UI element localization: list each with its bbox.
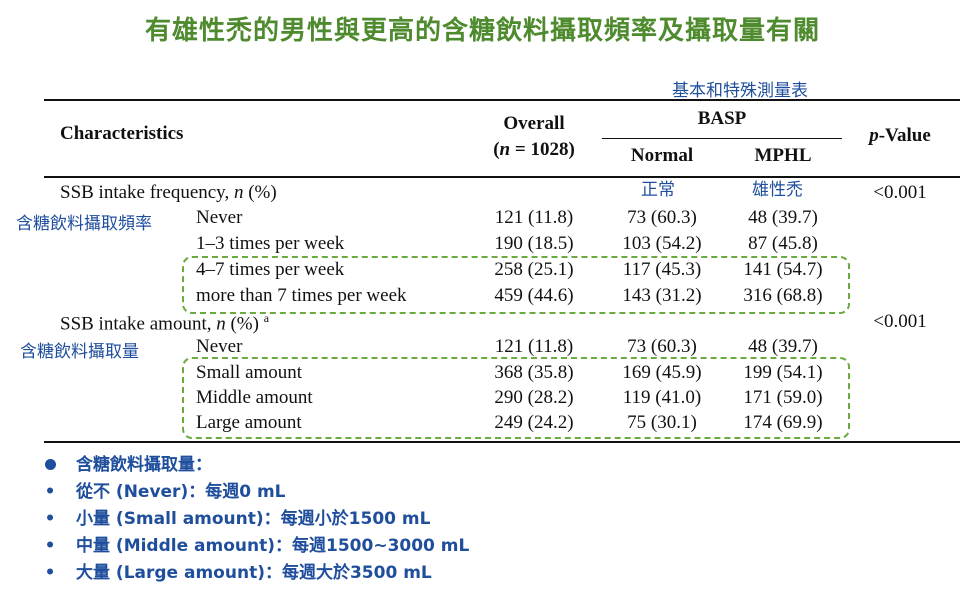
list-item: • 從不 (Never)：每週0 mL (40, 479, 469, 506)
section-frequency-label: SSB intake frequency, n (%) (60, 182, 277, 203)
table-top-rule (44, 99, 960, 101)
row-label: Never (196, 207, 243, 228)
list-item: • 小量 (Small amount)：每週小於1500 mL (40, 506, 469, 533)
table-header-rule (44, 176, 960, 178)
header-overall: Overall (503, 113, 565, 134)
bullet-text: 大量 (Large amount)：每週大於3500 mL (76, 563, 432, 583)
header-pvalue: p-Value (869, 125, 931, 146)
bullet-text: 含糖飲料攝取量： (76, 455, 212, 475)
bullet-small-dot-icon: • (44, 563, 56, 583)
mphl-value: 48 (39.7) (748, 207, 818, 228)
overall-value: 249 (24.2) (494, 412, 574, 433)
row-label: Small amount (196, 362, 303, 383)
row-label: 4–7 times per week (196, 259, 345, 280)
normal-value: 169 (45.9) (622, 362, 702, 383)
normal-value: 143 (31.2) (622, 285, 702, 306)
normal-value: 103 (54.2) (622, 233, 702, 254)
overall-value: 368 (35.8) (494, 362, 574, 383)
page-title: 有雄性禿的男性與更高的含糖飲料攝取頻率及攝取量有關 (144, 16, 820, 46)
frequency-zh-label: 含糖飲料攝取頻率 (16, 214, 152, 234)
normal-value: 73 (60.3) (627, 336, 697, 357)
section-frequency-pvalue: <0.001 (873, 182, 927, 203)
table-caption: 基本和特殊測量表 (672, 81, 808, 101)
mphl-zh-label: 雄性禿 (752, 180, 803, 200)
amount-zh-label: 含糖飲料攝取量 (20, 342, 139, 362)
bullet-dot-icon (40, 452, 60, 479)
overall-value: 258 (25.1) (494, 259, 574, 280)
normal-value: 119 (41.0) (622, 387, 702, 408)
mphl-value: 199 (54.1) (743, 362, 823, 383)
mphl-value: 87 (45.8) (748, 233, 818, 254)
row-label: Large amount (196, 412, 302, 433)
list-item: • 大量 (Large amount)：每週大於3500 mL (40, 560, 469, 587)
normal-value: 75 (30.1) (627, 412, 697, 433)
header-mphl: MPHL (754, 145, 812, 166)
header-characteristics: Characteristics (60, 123, 184, 144)
header-basp: BASP (697, 108, 747, 129)
mphl-value: 174 (69.9) (743, 412, 823, 433)
row-label: 1–3 times per week (196, 233, 345, 254)
header-normal: Normal (630, 145, 694, 166)
mphl-value: 141 (54.7) (743, 259, 823, 280)
overall-value: 459 (44.6) (494, 285, 574, 306)
bullet-text: 中量 (Middle amount)：每週1500~3000 mL (76, 536, 470, 556)
mphl-value: 316 (68.8) (743, 285, 823, 306)
row-label: Middle amount (196, 387, 313, 408)
overall-value: 190 (18.5) (494, 233, 574, 254)
overall-value: 290 (28.2) (494, 387, 574, 408)
table-bottom-rule (44, 441, 960, 443)
bullet-small-dot-icon: • (44, 536, 56, 556)
section-amount-label: SSB intake amount, n (%) a (60, 311, 270, 335)
header-overall-n: (n = 1028) (493, 139, 575, 160)
overall-value: 121 (11.8) (494, 336, 574, 357)
section-amount-pvalue: <0.001 (873, 311, 927, 332)
basp-underline (602, 138, 842, 139)
bullet-small-dot-icon: • (44, 509, 56, 529)
amount-highlight-box (182, 357, 850, 439)
overall-value: 121 (11.8) (494, 207, 574, 228)
bullet-small-dot-icon: • (44, 482, 56, 502)
mphl-value: 48 (39.7) (748, 336, 818, 357)
normal-value: 117 (45.3) (622, 259, 702, 280)
list-item: • 中量 (Middle amount)：每週1500~3000 mL (40, 533, 470, 560)
mphl-value: 171 (59.0) (743, 387, 823, 408)
definition-list: 含糖飲料攝取量： • 從不 (Never)：每週0 mL • 小量 (Small… (40, 452, 469, 587)
normal-value: 73 (60.3) (627, 207, 697, 228)
row-label: Never (196, 336, 243, 357)
bullet-text: 小量 (Small amount)：每週小於1500 mL (76, 509, 431, 529)
list-item: 含糖飲料攝取量： (40, 452, 469, 479)
normal-zh-label: 正常 (641, 180, 675, 200)
row-label: more than 7 times per week (196, 285, 407, 306)
frequency-highlight-box (182, 256, 850, 314)
bullet-text: 從不 (Never)：每週0 mL (76, 482, 286, 502)
